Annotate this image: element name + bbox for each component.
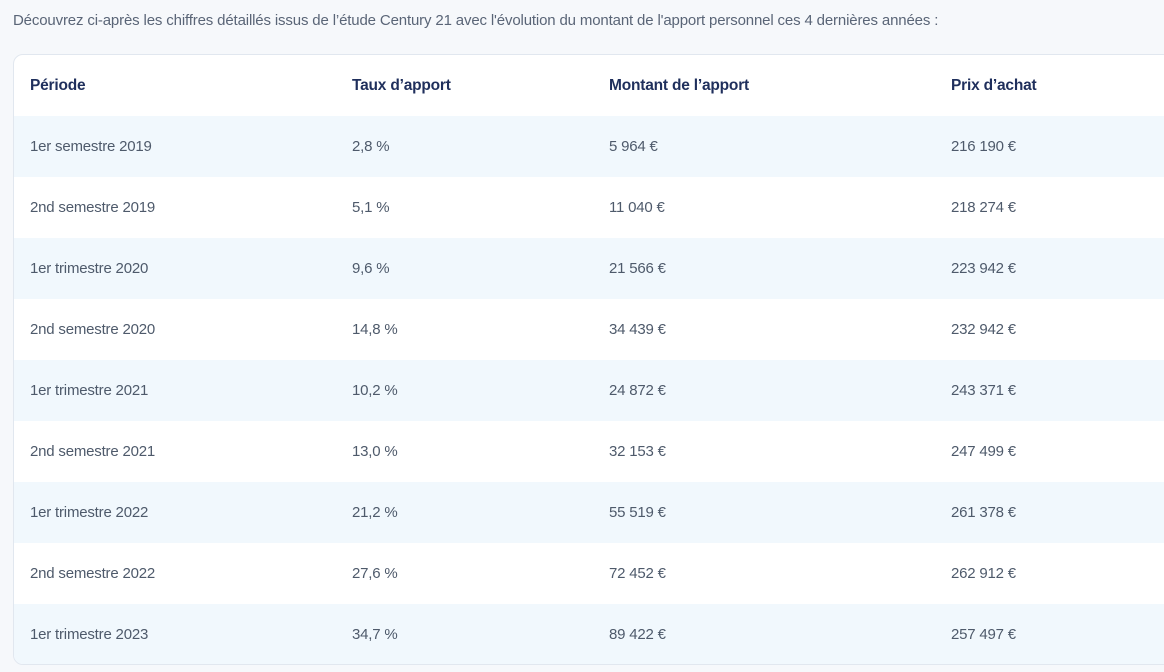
cell-montant: 11 040 €: [609, 199, 665, 216]
cell-prix: 247 499 €: [951, 443, 1016, 460]
cell-prix: 257 497 €: [951, 626, 1016, 643]
table-row: 1er trimestre 2020 9,6 % 21 566 € 223 94…: [14, 238, 1164, 299]
cell-periode: 1er trimestre 2021: [30, 382, 149, 399]
cell-taux: 34,7 %: [352, 626, 398, 643]
table-row: 2nd semestre 2019 5,1 % 11 040 € 218 274…: [14, 177, 1164, 238]
cell-prix: 261 378 €: [951, 504, 1016, 521]
table-row: 2nd semestre 2021 13,0 % 32 153 € 247 49…: [14, 421, 1164, 482]
intro-text: Découvrez ci-après les chiffres détaillé…: [13, 12, 939, 29]
cell-montant: 34 439 €: [609, 321, 666, 338]
data-table: Période Taux d’apport Montant de l’appor…: [13, 54, 1164, 665]
cell-taux: 21,2 %: [352, 504, 398, 521]
cell-taux: 9,6 %: [352, 260, 390, 277]
table-row: 1er trimestre 2022 21,2 % 55 519 € 261 3…: [14, 482, 1164, 543]
header-montant-apport: Montant de l’apport: [609, 77, 749, 94]
table-row: 1er semestre 2019 2,8 % 5 964 € 216 190 …: [14, 116, 1164, 177]
cell-periode: 2nd semestre 2020: [30, 321, 156, 338]
cell-montant: 24 872 €: [609, 382, 666, 399]
cell-prix: 262 912 €: [951, 565, 1016, 582]
cell-taux: 10,2 %: [352, 382, 398, 399]
cell-montant: 21 566 €: [609, 260, 666, 277]
cell-periode: 2nd semestre 2022: [30, 565, 156, 582]
cell-prix: 218 274 €: [951, 199, 1016, 216]
table-row: 2nd semestre 2022 27,6 % 72 452 € 262 91…: [14, 543, 1164, 604]
cell-taux: 13,0 %: [352, 443, 398, 460]
cell-periode: 1er trimestre 2022: [30, 504, 149, 521]
header-prix-achat: Prix d’achat: [951, 77, 1037, 94]
header-taux-apport: Taux d’apport: [352, 77, 451, 94]
table-header-row: Période Taux d’apport Montant de l’appor…: [14, 55, 1164, 116]
table-row: 2nd semestre 2020 14,8 % 34 439 € 232 94…: [14, 299, 1164, 360]
cell-prix: 216 190 €: [951, 138, 1016, 155]
cell-taux: 2,8 %: [352, 138, 390, 155]
cell-prix: 243 371 €: [951, 382, 1016, 399]
cell-taux: 14,8 %: [352, 321, 398, 338]
cell-montant: 89 422 €: [609, 626, 666, 643]
cell-prix: 223 942 €: [951, 260, 1016, 277]
cell-periode: 1er trimestre 2020: [30, 260, 149, 277]
header-periode: Période: [30, 77, 86, 94]
cell-montant: 72 452 €: [609, 565, 666, 582]
cell-periode: 1er semestre 2019: [30, 138, 152, 155]
cell-montant: 55 519 €: [609, 504, 666, 521]
cell-montant: 32 153 €: [609, 443, 666, 460]
cell-taux: 27,6 %: [352, 565, 398, 582]
cell-taux: 5,1 %: [352, 199, 390, 216]
cell-periode: 2nd semestre 2021: [30, 443, 156, 460]
cell-periode: 1er trimestre 2023: [30, 626, 149, 643]
table-row: 1er trimestre 2021 10,2 % 24 872 € 243 3…: [14, 360, 1164, 421]
cell-montant: 5 964 €: [609, 138, 658, 155]
cell-periode: 2nd semestre 2019: [30, 199, 156, 216]
table-row: 1er trimestre 2023 34,7 % 89 422 € 257 4…: [14, 604, 1164, 664]
cell-prix: 232 942 €: [951, 321, 1016, 338]
